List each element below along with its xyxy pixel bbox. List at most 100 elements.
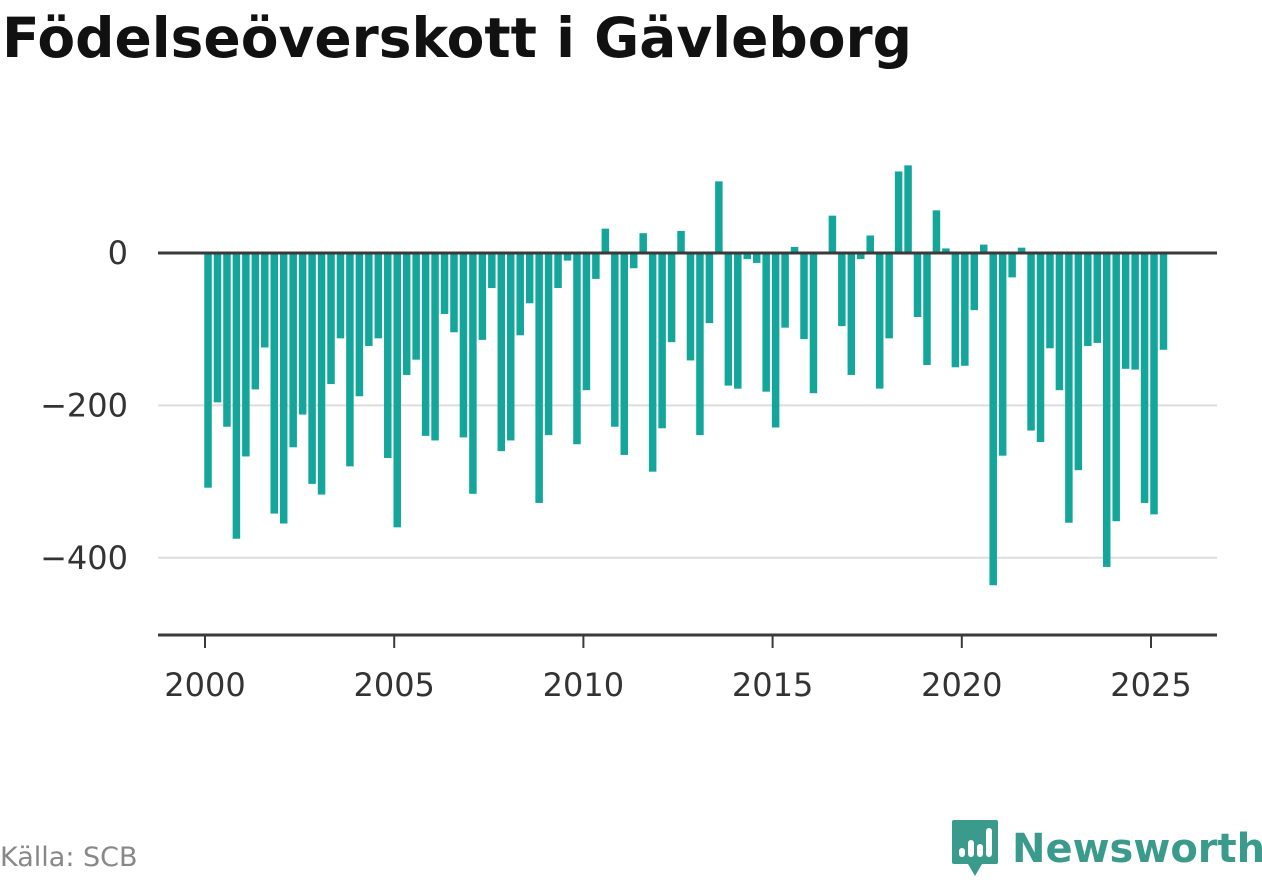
bar [327, 253, 335, 385]
bar [658, 253, 666, 429]
bar [686, 253, 695, 361]
bar [1036, 253, 1045, 442]
y-tick-label: −200 [40, 386, 128, 424]
bar [998, 253, 1007, 456]
bar [374, 253, 383, 339]
bar [743, 253, 751, 260]
bar [469, 253, 477, 494]
bar [497, 253, 506, 452]
bar [261, 253, 269, 348]
bar [525, 253, 534, 304]
bars [204, 165, 1168, 586]
bar [213, 253, 222, 403]
x-tick-label: 2025 [1110, 666, 1191, 704]
bar [251, 253, 260, 390]
bar [1112, 253, 1120, 522]
bar [478, 253, 487, 340]
newsworthy-logo-icon [952, 820, 998, 876]
bar [771, 253, 780, 428]
y-tick-label: 0 [108, 234, 128, 272]
bar [923, 253, 931, 366]
bar [677, 230, 685, 253]
bar [1131, 253, 1139, 370]
bar [961, 253, 969, 366]
bar [800, 253, 808, 340]
bar [1150, 253, 1158, 515]
bar [1159, 253, 1168, 350]
bar [1027, 253, 1035, 431]
bar [894, 171, 903, 253]
bar [232, 253, 241, 539]
bar [724, 253, 733, 386]
bar [1017, 247, 1026, 253]
bar [365, 253, 373, 346]
bar [412, 253, 420, 360]
bar [289, 253, 297, 448]
bar [242, 253, 250, 457]
bar [1055, 253, 1064, 391]
bar [857, 253, 865, 260]
bar [980, 244, 988, 253]
bar [648, 253, 657, 472]
newsworthy-logo-text: Newsworthy [1012, 826, 1262, 872]
bar [989, 253, 997, 586]
bar [942, 248, 950, 253]
bar [970, 253, 979, 311]
bar [554, 253, 562, 289]
bar [734, 253, 742, 389]
bar [620, 253, 629, 455]
bar [790, 246, 799, 253]
bar [1140, 253, 1149, 503]
bar [431, 253, 439, 441]
bar [450, 253, 458, 333]
bar [715, 181, 723, 253]
x-tick-label: 2005 [353, 666, 434, 704]
bar [270, 253, 278, 514]
bar [393, 253, 401, 528]
bar [346, 253, 354, 467]
bar [913, 253, 922, 318]
bar [629, 253, 638, 269]
bar [582, 253, 591, 391]
bar [1093, 253, 1102, 343]
bar [1065, 253, 1073, 523]
bar [421, 253, 430, 436]
bar [204, 253, 212, 488]
bar [279, 253, 288, 524]
bar [932, 210, 941, 253]
newsworthy-logo: Newsworthy [950, 818, 1262, 880]
bar [847, 253, 856, 375]
bar [875, 253, 884, 389]
bar [705, 253, 714, 324]
bar [601, 228, 610, 253]
bar [866, 235, 874, 253]
bar [1121, 253, 1130, 369]
bar [459, 253, 468, 438]
bar [592, 253, 600, 279]
x-tick-label: 2015 [732, 666, 813, 704]
y-tick-label: −400 [40, 539, 128, 577]
x-tick-label: 2020 [921, 666, 1002, 704]
bar [781, 253, 789, 328]
bar [573, 253, 581, 445]
x-tick-label: 2000 [164, 666, 245, 704]
bar [611, 253, 619, 427]
bar [762, 253, 770, 392]
bar [951, 253, 960, 368]
bar [402, 253, 411, 375]
bar [223, 253, 231, 427]
bar [516, 253, 524, 336]
bar [563, 253, 572, 261]
bar [809, 253, 818, 394]
x-tick-label: 2010 [543, 666, 624, 704]
bar [507, 253, 515, 441]
grid-lines [158, 404, 1217, 559]
source-note: Källa: SCB [0, 842, 138, 873]
bar [885, 253, 893, 339]
bar [384, 253, 392, 458]
bar [696, 253, 704, 436]
bar [838, 253, 846, 327]
bar [904, 165, 912, 253]
axes [158, 251, 1217, 648]
